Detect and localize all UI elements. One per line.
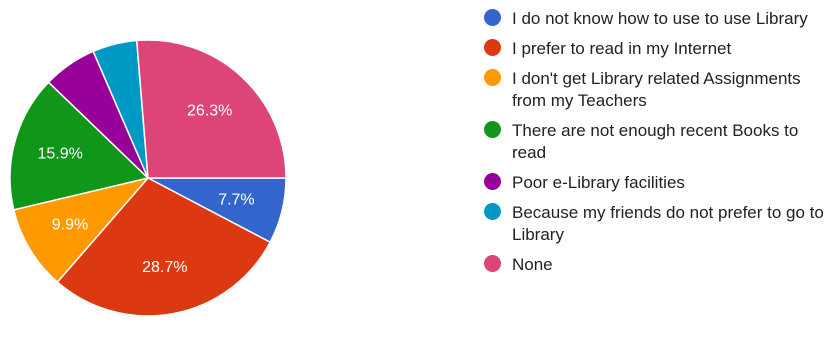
slice-label-3: 15.9% [37,145,82,162]
legend-item-0[interactable]: I do not know how to use to use Library [484,8,829,30]
pie-chart: 7.7% 28.7% 9.9% 15.9% 26.3% [9,39,287,317]
legend-swatch-icon [484,203,501,220]
legend-swatch-icon [484,9,501,26]
legend-item-1[interactable]: I prefer to read in my Internet [484,38,829,60]
legend-label: I do not know how to use to use Library [512,9,808,28]
legend: I do not know how to use to use Library I… [484,8,829,284]
legend-swatch-icon [484,121,501,138]
legend-swatch-icon [484,69,501,86]
slice-label-1: 28.7% [142,259,187,276]
legend-swatch-icon [484,255,501,272]
legend-item-3[interactable]: There are not enough recent Books to rea… [484,120,829,164]
slice-label-0: 7.7% [218,191,254,208]
legend-label: I prefer to read in my Internet [512,39,732,58]
legend-item-6[interactable]: None [484,254,829,276]
pie-slice-2[interactable] [12,176,151,284]
legend-label: I don't get Library related Assignments … [512,69,801,110]
pie-slice-3[interactable] [9,81,150,211]
legend-label: Poor e-Library facilities [512,173,685,192]
legend-swatch-icon [484,173,501,190]
legend-label: None [512,255,553,274]
legend-swatch-icon [484,39,501,56]
legend-item-4[interactable]: Poor e-Library facilities [484,172,829,194]
legend-item-5[interactable]: Because my friends do not prefer to go t… [484,202,829,246]
legend-label: Because my friends do not prefer to go t… [512,203,824,244]
legend-label: There are not enough recent Books to rea… [512,121,799,162]
pie-slice-6[interactable] [135,39,287,179]
pie-slice-1[interactable] [56,177,272,317]
legend-item-2[interactable]: I don't get Library related Assignments … [484,68,829,112]
slice-label-6: 26.3% [187,103,232,120]
slice-label-2: 9.9% [52,217,88,234]
